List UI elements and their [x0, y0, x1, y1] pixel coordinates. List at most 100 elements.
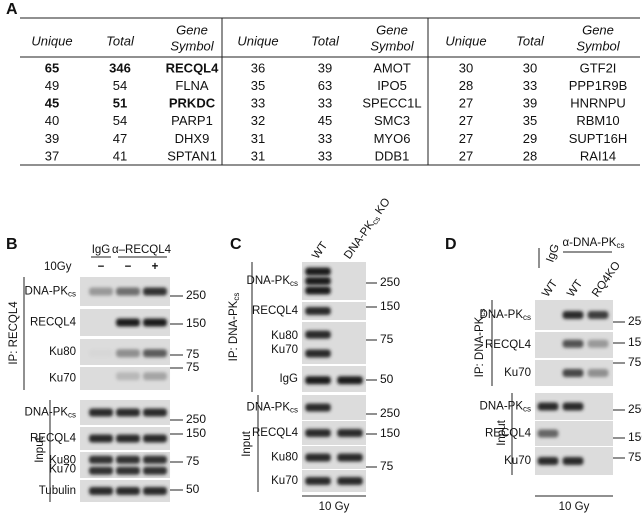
mw-marker: 50	[186, 482, 200, 496]
side-label: IP: DNA-PKcs	[474, 309, 487, 378]
mw-marker: 250	[628, 402, 642, 416]
side-label: IP: RECQL4	[8, 301, 20, 365]
table-cell: 39	[318, 60, 332, 75]
band	[305, 477, 331, 485]
table-cell: 54	[113, 78, 127, 93]
band	[305, 403, 331, 412]
table-cell: 27	[459, 96, 473, 111]
table-cell: AMOT	[373, 60, 411, 75]
mw-marker: 75	[186, 347, 200, 361]
column-header: Gene	[176, 22, 208, 37]
table-cell: 51	[113, 96, 127, 111]
band	[116, 434, 140, 443]
blot-label: Ku80	[271, 330, 298, 342]
table-cell: 54	[113, 113, 127, 128]
side-label: Input	[496, 419, 508, 445]
column-header: Symbol	[370, 38, 414, 53]
band	[116, 466, 140, 475]
subscript: cs	[290, 279, 298, 288]
subscript: cs	[370, 215, 382, 227]
lane-label: WT	[565, 278, 585, 300]
table-cell: 30	[459, 60, 473, 75]
column-header: Total	[106, 33, 135, 48]
column-header: Symbol	[576, 38, 620, 53]
table-cell: MYO6	[374, 131, 411, 146]
band	[305, 330, 331, 339]
band	[305, 286, 331, 295]
table-cell: 346	[109, 60, 131, 75]
band	[337, 376, 363, 385]
panel-letter: D	[445, 236, 457, 253]
table-cell: IPO5	[377, 78, 407, 93]
mw-marker: 250	[380, 406, 400, 420]
table-cell: 33	[251, 96, 265, 111]
side-label: Input	[34, 436, 46, 462]
subscript: cs	[523, 405, 531, 414]
blot-label: Ku80	[271, 452, 298, 464]
column-header: Total	[516, 33, 545, 48]
table-cell: 65	[45, 60, 59, 75]
lane-header: α-DNA-PKcs	[563, 237, 625, 250]
table-cell: 35	[251, 78, 265, 93]
blot-label: RECQL4	[252, 427, 299, 439]
label-part: DNA-PK	[480, 309, 524, 321]
blot-label: RECQL4	[485, 339, 532, 351]
table-cell: 33	[318, 131, 332, 146]
subscript: cs	[478, 309, 487, 317]
band	[562, 457, 584, 465]
column-header: Symbol	[170, 38, 214, 53]
blot-label: Ku80	[49, 346, 76, 358]
mw-marker: 150	[628, 430, 642, 444]
blot-membrane	[302, 302, 366, 320]
table-cell: 27	[459, 131, 473, 146]
blot-label: Ku70	[504, 455, 531, 467]
table-cell: 29	[523, 131, 537, 146]
table-cell: 63	[318, 78, 332, 93]
band	[562, 402, 584, 411]
band	[116, 318, 140, 327]
band	[116, 287, 140, 296]
band	[116, 487, 140, 495]
band	[587, 339, 609, 348]
mw-marker: 250	[186, 412, 206, 426]
blot-label: RECQL4	[30, 433, 77, 445]
band	[143, 372, 167, 381]
table-cell: 41	[113, 148, 127, 163]
table-cell: 45	[318, 113, 332, 128]
band	[305, 376, 331, 385]
mw-marker: 75	[186, 360, 200, 374]
table-cell: SPECC1L	[362, 96, 421, 111]
column-header: Total	[311, 33, 340, 48]
subscript: cs	[616, 241, 624, 250]
band	[562, 339, 584, 348]
table-cell: SPTAN1	[167, 148, 217, 163]
band	[143, 287, 167, 296]
label-part: DNA-PK	[342, 219, 377, 262]
band	[587, 311, 609, 319]
subscript: cs	[68, 411, 76, 420]
blot-label: DNA-PKcs	[25, 286, 76, 299]
band	[89, 349, 113, 358]
band	[143, 455, 167, 464]
table-cell: RBM10	[576, 113, 619, 128]
lane-label: RQ4KO	[590, 260, 623, 300]
band	[143, 487, 167, 495]
band	[337, 453, 363, 462]
band	[305, 277, 331, 285]
label-part: IP: DNA-PK	[228, 300, 240, 361]
table-cell: 32	[251, 113, 265, 128]
blot-label: Ku80	[49, 455, 76, 467]
lane-label: DNA-PKcs KO	[342, 196, 394, 262]
side-label: IP: DNA-PKcs	[228, 293, 241, 362]
mw-marker: 75	[628, 355, 642, 369]
mw-marker: 150	[186, 426, 206, 440]
label-part: DNA-PK	[247, 402, 291, 414]
column-header: Gene	[582, 22, 614, 37]
table-cell: HNRNPU	[570, 96, 626, 111]
band	[562, 311, 584, 319]
table-cell: RAI14	[580, 148, 616, 163]
lane-label: WT	[540, 278, 560, 300]
lane-header: α–RECQL4	[112, 244, 172, 256]
table-cell: PRKDC	[169, 96, 216, 111]
